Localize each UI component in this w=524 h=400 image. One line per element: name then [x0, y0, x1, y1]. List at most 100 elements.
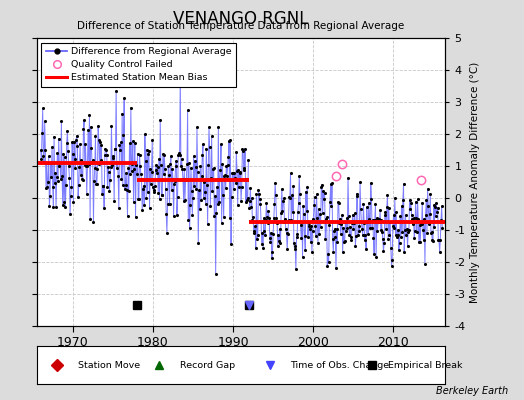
Point: [125, 188, 133, 194]
Point: [401, 212, 410, 218]
Point: [208, 188, 216, 194]
Point: [373, 215, 381, 221]
Point: [195, 206, 204, 212]
Point: [361, 237, 369, 243]
Point: [144, 189, 152, 196]
Text: Difference of Station Temperature Data from Regional Average: Difference of Station Temperature Data f…: [78, 21, 405, 31]
Point: [204, 162, 213, 168]
Point: [237, 198, 245, 204]
Point: [114, 173, 122, 179]
Point: [383, 192, 391, 198]
Point: [228, 170, 236, 176]
Point: [411, 228, 419, 234]
Point: [198, 152, 206, 158]
Point: [282, 230, 291, 236]
Point: [212, 270, 220, 277]
Point: [129, 199, 138, 206]
Point: [418, 200, 427, 207]
Point: [147, 169, 156, 176]
Point: [115, 142, 124, 148]
Point: [387, 245, 395, 251]
Point: [345, 232, 354, 238]
Point: [208, 133, 216, 140]
Point: [237, 184, 246, 190]
Point: [191, 164, 200, 170]
Point: [111, 146, 119, 152]
Point: [192, 186, 201, 193]
Point: [46, 192, 54, 199]
Point: [259, 215, 268, 221]
Point: [215, 198, 223, 205]
Point: [171, 178, 179, 184]
Text: Record Gap: Record Gap: [180, 360, 235, 370]
Point: [190, 153, 198, 160]
Point: [295, 173, 303, 180]
Point: [69, 199, 78, 205]
Point: [321, 236, 330, 242]
Point: [238, 146, 247, 152]
Point: [435, 237, 443, 243]
Point: [245, 205, 253, 212]
Point: [233, 168, 241, 175]
Point: [84, 126, 92, 133]
Point: [110, 198, 118, 204]
Point: [261, 232, 269, 239]
Point: [178, 156, 186, 162]
Point: [246, 184, 255, 191]
Point: [432, 200, 441, 206]
Point: [176, 152, 184, 158]
Point: [380, 240, 388, 246]
Point: [255, 191, 263, 198]
Point: [132, 214, 140, 221]
Point: [305, 220, 313, 226]
Point: [421, 212, 430, 218]
Point: [310, 202, 318, 208]
Point: [171, 163, 180, 169]
Point: [242, 176, 250, 182]
Point: [92, 180, 100, 187]
Point: [283, 246, 291, 252]
Point: [206, 203, 214, 209]
Point: [401, 227, 409, 234]
Point: [385, 232, 394, 238]
Point: [49, 204, 58, 210]
Point: [97, 141, 106, 148]
Point: [405, 226, 413, 233]
Point: [181, 196, 189, 203]
Point: [38, 130, 46, 136]
Point: [81, 140, 90, 147]
Point: [85, 111, 94, 118]
Point: [217, 220, 226, 227]
Point: [127, 104, 135, 111]
Point: [292, 266, 300, 273]
Point: [180, 166, 189, 172]
Point: [49, 184, 57, 190]
Point: [330, 228, 338, 234]
Point: [74, 194, 82, 200]
Point: [294, 200, 303, 207]
Point: [412, 215, 420, 222]
Point: [181, 176, 190, 182]
Point: [221, 172, 229, 179]
Point: [427, 230, 435, 236]
Point: [81, 162, 89, 168]
Point: [107, 122, 116, 129]
Point: [37, 146, 45, 153]
Point: [40, 118, 49, 124]
Point: [419, 236, 428, 243]
Point: [61, 154, 69, 160]
Point: [331, 234, 340, 240]
Point: [105, 188, 114, 194]
Point: [341, 238, 349, 244]
Point: [333, 239, 342, 246]
Point: [285, 217, 293, 224]
Point: [352, 232, 360, 239]
Point: [261, 217, 270, 223]
Point: [169, 213, 178, 219]
Point: [264, 208, 272, 214]
Point: [249, 214, 257, 220]
Text: Station Move: Station Move: [78, 360, 140, 370]
Point: [341, 219, 350, 226]
Point: [293, 231, 301, 237]
Point: [225, 138, 233, 144]
